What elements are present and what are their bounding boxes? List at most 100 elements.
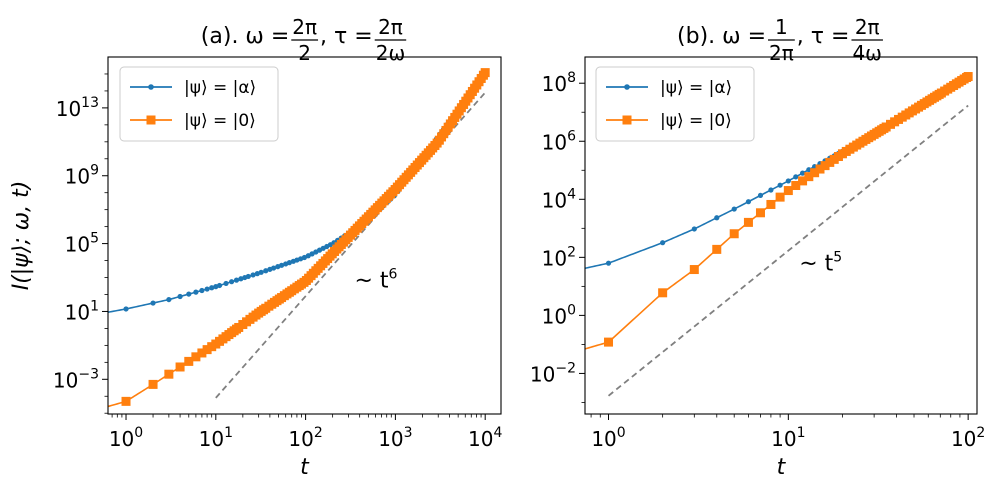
x-tick-label: 103 (378, 425, 412, 451)
data-point (186, 291, 192, 297)
data-point (223, 280, 229, 287)
title-separator: , τ = (320, 24, 373, 49)
plot-area (585, 72, 973, 397)
y-tick-label: 106 (542, 128, 576, 154)
title-omega-fraction-denominator: 2π (769, 41, 794, 65)
axes-frame (107, 56, 502, 415)
data-point (278, 262, 285, 268)
legend-item-alpha: |ψ⟩ = |α⟩ (606, 78, 732, 98)
data-point (731, 206, 737, 212)
data-point (216, 282, 223, 289)
data-point (963, 72, 973, 82)
data-point (691, 226, 697, 232)
data-point (793, 174, 799, 180)
data-point (604, 337, 614, 347)
legend-box (119, 66, 279, 142)
data-point (250, 272, 256, 278)
legend-marker (148, 84, 154, 90)
y-tick-label: 10−3 (53, 366, 99, 392)
title-omega-fraction-denominator: 2 (298, 41, 311, 65)
data-point (238, 276, 244, 282)
x-tick-label: 101 (199, 425, 233, 451)
y-tick-label: 1013 (56, 95, 99, 121)
legend-marker (624, 84, 630, 90)
title-omega-fraction-numerator: 1 (775, 15, 788, 39)
y-axis: 10−2 100 102 104 106 108 (530, 70, 585, 403)
y-tick-label: 10−2 (530, 360, 576, 386)
data-point (175, 362, 185, 372)
data-point (810, 168, 820, 178)
x-axis-label: t (300, 455, 310, 480)
y-axis-label: I(|ψ⟩; ω, t) (9, 181, 34, 291)
series-zero (585, 72, 973, 350)
y-tick-label: 105 (65, 231, 99, 257)
legend-item-alpha: |ψ⟩ = |α⟩ (130, 78, 256, 98)
data-point (745, 199, 752, 205)
x-axis: 100 101 102 103 104 (109, 414, 502, 451)
data-point (712, 244, 722, 254)
data-point (660, 240, 666, 246)
reference-line (607, 104, 969, 397)
data-point (768, 187, 774, 193)
reference-annotation: ~ t6 (354, 267, 397, 294)
data-point (798, 176, 808, 186)
data-point (148, 379, 158, 389)
legend-item-zero: |ψ⟩ = |0⟩ (606, 111, 732, 131)
legend-item-zero: |ψ⟩ = |0⟩ (130, 111, 256, 131)
data-point (229, 279, 235, 285)
title-tau-fraction-numerator: 2π (378, 15, 403, 39)
data-point (209, 285, 215, 291)
data-point (123, 306, 129, 312)
data-point (815, 164, 825, 174)
title-separator: , τ = (797, 24, 850, 49)
data-point (166, 296, 172, 303)
reference-annotation: ~ t5 (799, 250, 842, 277)
x-axis: 100 101 102 (590, 414, 985, 451)
title-tau-fraction-numerator: 2π (855, 15, 880, 39)
y-axis: 10−3 101 105 109 1013 (53, 73, 108, 414)
y-tick-label: 102 (542, 244, 576, 270)
data-point (783, 186, 793, 196)
data-point (121, 396, 131, 406)
data-point (233, 277, 240, 283)
data-point (757, 192, 764, 199)
legend-label: |ψ⟩ = |α⟩ (660, 78, 732, 98)
series-zero (108, 68, 490, 408)
data-point (202, 345, 212, 355)
data-point (263, 268, 269, 274)
data-point (658, 288, 668, 298)
title-omega-fraction: 12π (768, 15, 795, 65)
data-point (820, 161, 830, 171)
data-point (197, 348, 207, 358)
data-point (270, 265, 277, 271)
data-point (193, 289, 199, 295)
data-point (258, 269, 264, 275)
data-point (714, 215, 720, 221)
title-omega-fraction-numerator: 2π (292, 15, 317, 39)
title-prefix: (a). ω = (201, 24, 289, 49)
x-axis-label: t (777, 455, 787, 480)
data-point (743, 217, 753, 227)
x-tick-label: 101 (771, 425, 805, 451)
legend-label: |ψ⟩ = |α⟩ (184, 78, 256, 98)
data-point (199, 287, 205, 294)
data-point (184, 356, 194, 366)
x-tick-label: 102 (288, 425, 322, 451)
data-point (191, 352, 201, 362)
data-point (785, 178, 791, 184)
data-point (204, 286, 210, 292)
y-tick-label: 100 (542, 302, 576, 328)
data-point (286, 260, 292, 266)
y-tick-label: 108 (542, 70, 576, 96)
legend-marker (146, 115, 156, 125)
data-point (245, 273, 251, 280)
data-point (164, 369, 174, 379)
x-tick-label: 100 (109, 425, 143, 451)
data-point (775, 192, 785, 202)
